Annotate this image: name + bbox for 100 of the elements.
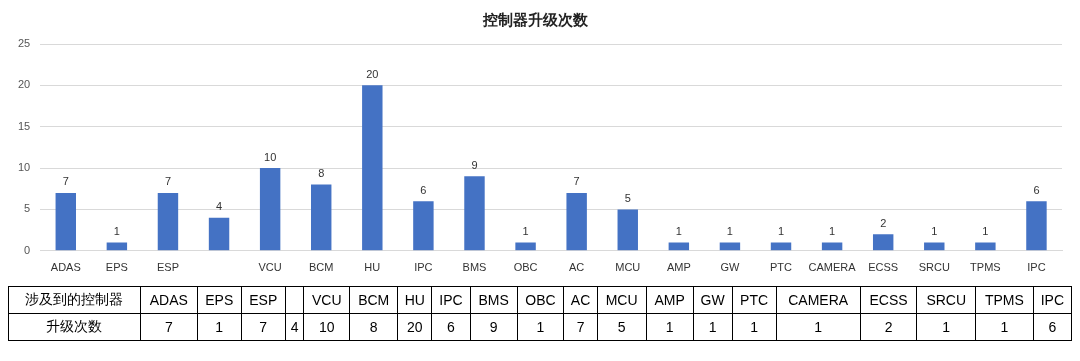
category-label: AMP xyxy=(646,286,694,314)
category-label: ADAS xyxy=(140,286,198,314)
text: 8 xyxy=(349,313,398,341)
text: 2 xyxy=(860,313,917,341)
category-label: BMS xyxy=(470,286,518,314)
data-label: 7 xyxy=(573,175,580,188)
x-tick-label: ECSS xyxy=(868,261,899,274)
x-tick-label: TPMS xyxy=(970,261,1001,274)
category-label: IPC xyxy=(431,286,471,314)
category-label: VCU xyxy=(303,286,350,314)
y-tick-label: 15 xyxy=(17,119,31,132)
text: 1 xyxy=(693,313,733,341)
category-label: AC xyxy=(563,286,598,314)
data-label: 1 xyxy=(777,225,785,238)
bar xyxy=(1026,201,1047,251)
text: 1 xyxy=(646,313,694,341)
category-label: HU xyxy=(397,286,432,314)
category-label: PTC xyxy=(732,286,777,314)
bar xyxy=(311,184,332,251)
data-label: 5 xyxy=(624,191,631,204)
x-tick-label: PTC xyxy=(770,261,793,274)
x-tick-label: BCM xyxy=(308,261,334,274)
text: 1 xyxy=(732,313,777,341)
category-label: ESP xyxy=(241,286,286,314)
x-tick-label: EPS xyxy=(105,261,128,274)
data-label: 4 xyxy=(215,200,223,213)
text: 1 xyxy=(197,313,242,341)
data-label: 7 xyxy=(62,175,69,188)
text: 1 xyxy=(517,313,564,341)
bar xyxy=(464,176,485,251)
category-label: ECSS xyxy=(860,286,917,314)
bar xyxy=(259,168,281,251)
data-label: 10 xyxy=(264,150,277,163)
chart-title: 控制器升级次数 xyxy=(481,11,589,29)
x-tick-label: ESP xyxy=(156,261,179,274)
x-tick-label: SRCU xyxy=(918,261,950,274)
data-label: 6 xyxy=(1033,183,1040,196)
y-tick-label: 10 xyxy=(17,161,31,174)
x-tick-label: MCU xyxy=(615,261,641,274)
bar xyxy=(975,242,996,251)
data-label: 20 xyxy=(366,67,379,80)
text: 9 xyxy=(470,313,518,341)
text: 1 xyxy=(916,313,976,341)
x-tick-label: GW xyxy=(720,261,741,274)
data-label: 1 xyxy=(931,225,938,238)
x-tick-label: BMS xyxy=(462,261,487,274)
category-label: SRCU xyxy=(916,286,976,314)
bar xyxy=(362,85,383,251)
category-label: EPS xyxy=(197,286,242,314)
data-label: 2 xyxy=(880,216,887,229)
y-tick-label: 0 xyxy=(24,243,31,256)
category-label: CAMERA xyxy=(776,286,861,314)
bar xyxy=(55,192,76,251)
data-label: 9 xyxy=(471,158,478,171)
data-label: 1 xyxy=(726,225,733,238)
data-label: 1 xyxy=(522,225,529,238)
text: 4 xyxy=(285,313,304,341)
text: 10 xyxy=(303,313,350,341)
text: 7 xyxy=(563,313,598,341)
x-tick-label: HU xyxy=(364,261,381,274)
category-label: OBC xyxy=(517,286,564,314)
x-tick-label: ADAS xyxy=(50,261,81,274)
x-tick-label: IPC xyxy=(1027,261,1046,274)
bar xyxy=(515,242,536,251)
text: 5 xyxy=(597,313,647,341)
x-tick-label: OBC xyxy=(513,261,538,274)
data-label: 8 xyxy=(318,167,325,180)
x-tick-label: CAMERA xyxy=(808,261,857,274)
bar xyxy=(566,192,587,251)
text: 7 xyxy=(241,313,286,341)
bar xyxy=(208,217,230,251)
text: 涉及到的控制器 xyxy=(8,286,141,314)
category-label: MCU xyxy=(597,286,647,314)
text: 20 xyxy=(397,313,432,341)
text: 6 xyxy=(431,313,471,341)
data-label: 1 xyxy=(829,225,836,238)
data-label: 6 xyxy=(420,183,427,196)
x-tick-label: VCU xyxy=(258,261,282,274)
y-tick-label: 20 xyxy=(17,78,31,91)
data-label: 1 xyxy=(675,225,682,238)
bar xyxy=(617,209,638,251)
data-label: 7 xyxy=(164,175,172,188)
bar xyxy=(157,192,179,251)
bar xyxy=(413,201,434,251)
text: 6 xyxy=(1033,313,1072,341)
text: 1 xyxy=(776,313,861,341)
x-tick-label: IPC xyxy=(414,261,433,274)
category-label: BCM xyxy=(349,286,398,314)
data-label: 1 xyxy=(113,225,120,238)
text: 1 xyxy=(975,313,1034,341)
category-label: TPMS xyxy=(975,286,1034,314)
category-label: GW xyxy=(693,286,733,314)
y-tick-label: 25 xyxy=(17,37,31,50)
x-tick-label: AMP xyxy=(666,261,691,274)
text: 7 xyxy=(140,313,198,341)
category-label: IPC xyxy=(1033,286,1072,314)
data-label: 1 xyxy=(982,225,989,238)
y-tick-label: 5 xyxy=(24,202,31,215)
bar xyxy=(872,234,894,251)
x-tick-label: AC xyxy=(569,261,585,274)
